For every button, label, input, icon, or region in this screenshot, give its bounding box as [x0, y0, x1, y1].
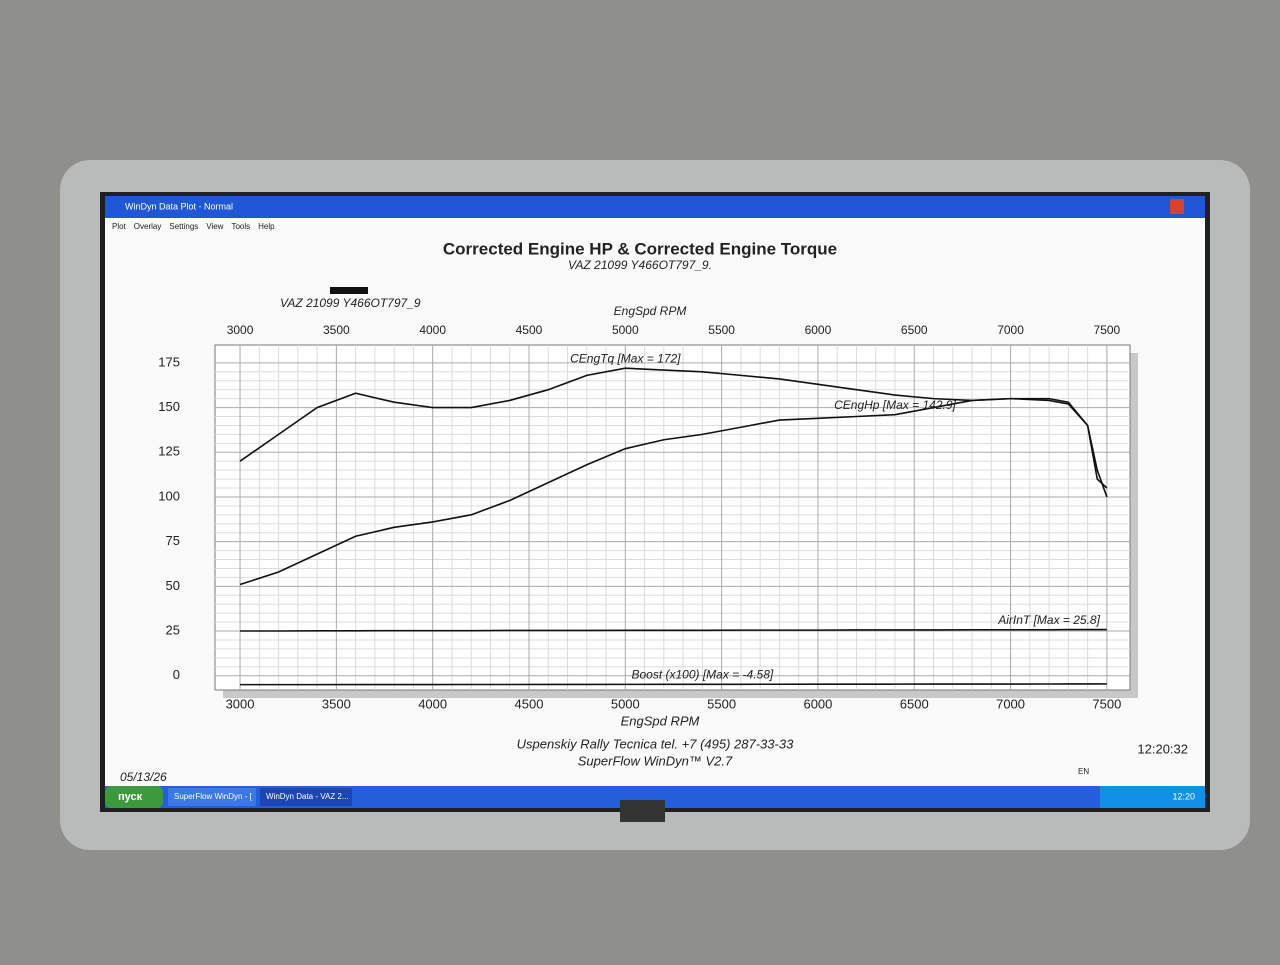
x-tick-label-top: 7500	[1094, 323, 1121, 337]
task-label[interactable]: SuperFlow WinDyn - [	[174, 792, 253, 801]
x-tick-label: 4000	[418, 696, 447, 711]
chart-subtitle: VAZ 21099 Y466OT797_9.	[568, 258, 712, 272]
y-tick-label: 25	[166, 622, 180, 637]
start-label[interactable]: пуск	[118, 791, 143, 803]
y-tick-label: 100	[158, 488, 180, 503]
close-button[interactable]	[1170, 199, 1184, 214]
series-line	[240, 628, 1107, 632]
legend-swatch	[330, 287, 368, 294]
x-tick-label-top: 7000	[997, 323, 1024, 337]
series-line	[240, 683, 1107, 686]
y-tick-label: 175	[158, 354, 180, 369]
x-tick-label: 7000	[996, 696, 1025, 711]
chart-title: Corrected Engine HP & Corrected Engine T…	[443, 239, 837, 258]
x-tick-label-top: 6000	[805, 323, 832, 337]
monitor-logo	[620, 800, 665, 822]
x-tick-label-top: 4500	[516, 323, 543, 337]
plot-area	[214, 344, 1131, 691]
x-tick-label: 5000	[611, 696, 640, 711]
series-label: CEngTq [Max = 172]	[570, 351, 681, 365]
language: EN	[1078, 767, 1089, 776]
x-tick-label: 6000	[803, 696, 832, 711]
series-line	[239, 367, 1108, 489]
x-tick-label: 7500	[1092, 696, 1121, 711]
x-tick-label-top: 4000	[419, 323, 446, 337]
title-bar	[105, 196, 1205, 218]
menu-item[interactable]: Tools	[231, 222, 250, 231]
x-tick-label-top: 5500	[708, 323, 735, 337]
y-tick-label: 125	[158, 444, 180, 459]
taskbar	[105, 786, 1205, 808]
task-button[interactable]	[168, 788, 256, 806]
series-label: Boost (x100) [Max = -4.58]	[631, 667, 773, 681]
start-button[interactable]	[105, 786, 163, 808]
tray-clock: 12:20	[1172, 791, 1195, 801]
x-tick-label-top: 6500	[901, 323, 928, 337]
x-tick-label: 4500	[515, 696, 544, 711]
task-label[interactable]: WinDyn Data - VAZ 2...	[266, 792, 349, 801]
menu-item[interactable]: Help	[258, 222, 275, 231]
x-tick-label-top: 3500	[323, 323, 350, 337]
y-tick-label: 75	[166, 533, 180, 548]
menu-item[interactable]: Settings	[169, 222, 198, 231]
legend-label: VAZ 21099 Y466OT797_9	[280, 296, 421, 310]
series-label: AirInT [Max = 25.8]	[997, 613, 1100, 627]
footer-company: Uspenskiy Rally Tecnica tel. +7 (495) 28…	[517, 736, 794, 751]
x-tick-label: 3000	[226, 696, 255, 711]
x-tick-label: 5500	[707, 696, 736, 711]
x-tick-label: 3500	[322, 696, 351, 711]
footer-software: SuperFlow WinDyn™ V2.7	[578, 753, 733, 768]
x-tick-label-top: 5000	[612, 323, 639, 337]
y-tick-label: 0	[173, 667, 180, 682]
menu-item[interactable]: View	[206, 222, 223, 231]
y-tick-label: 50	[166, 578, 180, 593]
x-tick-label-top: 3000	[227, 323, 254, 337]
footer-time: 12:20:32	[1137, 741, 1188, 756]
footer-date: 05/13/26	[120, 770, 167, 784]
y-tick-label: 150	[158, 399, 180, 414]
task-button[interactable]	[260, 788, 352, 806]
x-axis-label: EngSpd RPM	[621, 713, 700, 728]
x-axis-label-top: EngSpd RPM	[614, 304, 687, 318]
series-line	[239, 397, 1108, 586]
menu-item[interactable]: Overlay	[134, 222, 162, 231]
x-tick-label: 6500	[900, 696, 929, 711]
tray	[1100, 786, 1205, 808]
menu-item[interactable]: Plot	[112, 222, 127, 231]
series-label: CEngHp [Max = 142.9]	[834, 398, 956, 412]
window-title: WinDyn Data Plot - Normal	[125, 201, 233, 211]
